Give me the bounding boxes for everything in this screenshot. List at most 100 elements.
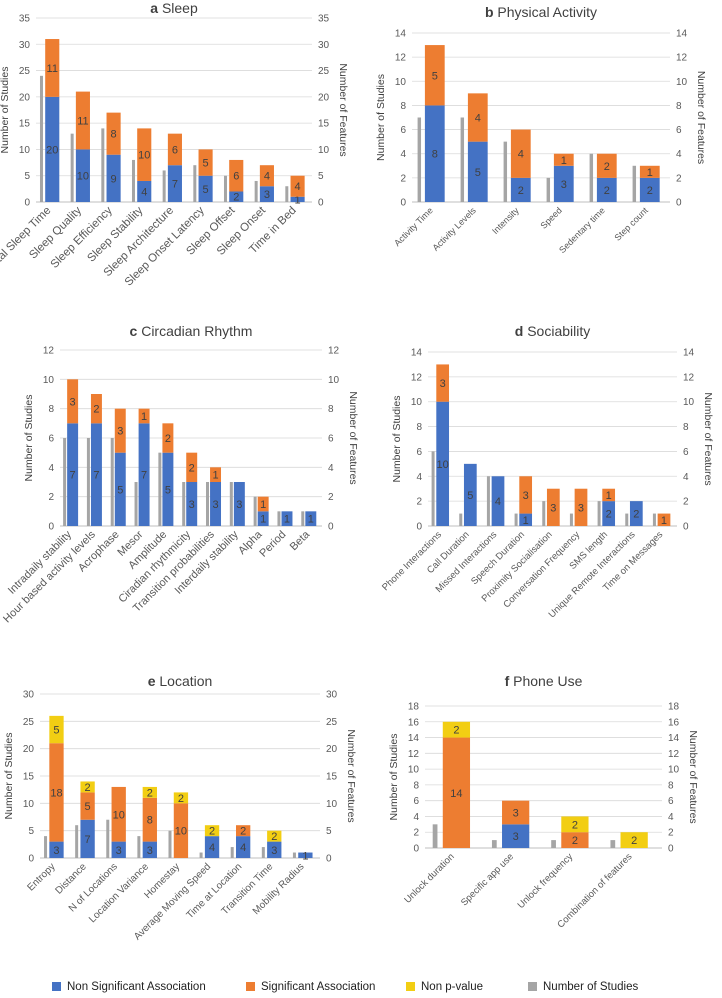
category-label: Specific app use bbox=[459, 851, 516, 908]
legend-item-num-studies: Number of Studies bbox=[528, 981, 638, 995]
data-label: 1 bbox=[212, 470, 218, 482]
y-axis-label-right: Number of Features bbox=[687, 730, 699, 823]
study-count-bar bbox=[514, 513, 518, 526]
study-count-bar bbox=[254, 180, 258, 202]
bar-non-pvalue bbox=[80, 781, 95, 793]
bar-non-significant bbox=[233, 482, 245, 526]
y-axis-label-right: Number of Features bbox=[337, 63, 349, 156]
bar-significant bbox=[442, 737, 471, 848]
bar-non-pvalue bbox=[561, 816, 589, 833]
y-tick-left: 12 bbox=[411, 372, 423, 383]
y-tick-right: 0 bbox=[668, 844, 674, 855]
data-label: 3 bbox=[53, 845, 59, 857]
study-count-bar bbox=[230, 847, 234, 858]
data-label: 6 bbox=[172, 144, 178, 156]
y-tick-right: 20 bbox=[326, 744, 338, 755]
y-tick-left: 15 bbox=[23, 772, 35, 783]
data-label: 3 bbox=[236, 499, 242, 511]
data-label: 3 bbox=[264, 189, 270, 201]
y-tick-left: 12 bbox=[395, 53, 407, 64]
data-label: 9 bbox=[111, 173, 117, 185]
study-count-bar bbox=[503, 141, 508, 202]
data-label: 2 bbox=[178, 793, 184, 805]
study-count-bar bbox=[432, 824, 438, 848]
y-tick-left: 4 bbox=[400, 149, 406, 160]
bar-non-significant bbox=[138, 423, 150, 526]
bar-non-significant bbox=[236, 836, 251, 858]
study-count-bar bbox=[277, 511, 281, 526]
study-count-bar bbox=[459, 513, 463, 526]
y-tick-left: 4 bbox=[413, 812, 419, 823]
y-tick-left: 20 bbox=[19, 92, 31, 103]
data-label: 7 bbox=[93, 470, 99, 482]
data-label: 10 bbox=[77, 171, 89, 183]
y-tick-right: 0 bbox=[683, 522, 689, 533]
y-tick-right: 12 bbox=[683, 372, 695, 383]
y-tick-right: 6 bbox=[683, 447, 689, 458]
data-label: 2 bbox=[147, 787, 153, 799]
study-count-bar bbox=[292, 852, 296, 858]
data-label: 18 bbox=[50, 787, 62, 799]
y-tick-right: 10 bbox=[328, 375, 340, 386]
chart-title: d Sociability bbox=[515, 323, 590, 339]
panel-letter: d bbox=[515, 323, 527, 339]
y-tick-left: 0 bbox=[28, 854, 34, 865]
chart-panel-f: f Phone Use 0 0 2 2 4 4 6 6 8 8 10 10 12 12 14 14 16 16 18 1… bbox=[388, 673, 699, 930]
data-label: 2 bbox=[240, 826, 246, 838]
y-tick-left: 10 bbox=[43, 375, 55, 386]
y-tick-right: 10 bbox=[326, 799, 338, 810]
bar-non-significant bbox=[267, 841, 282, 858]
data-label: 3 bbox=[440, 378, 446, 390]
y-axis-label-left: Number of Studies bbox=[375, 74, 387, 161]
y-tick-right: 8 bbox=[676, 101, 682, 112]
data-label: 5 bbox=[203, 184, 209, 196]
y-tick-right: 2 bbox=[328, 492, 334, 503]
y-tick-left: 30 bbox=[19, 40, 31, 51]
study-count-bar bbox=[193, 165, 197, 202]
y-tick-right: 10 bbox=[318, 145, 330, 156]
y-tick-right: 8 bbox=[668, 780, 674, 791]
y-axis-label-right: Number of Features bbox=[695, 71, 707, 164]
study-count-bar bbox=[610, 840, 616, 848]
data-label: 2 bbox=[93, 404, 99, 416]
y-tick-left: 2 bbox=[48, 492, 54, 503]
bar-significant bbox=[639, 165, 660, 178]
data-label: 2 bbox=[606, 509, 612, 521]
y-tick-right: 6 bbox=[328, 434, 334, 445]
y-axis-label-right: Number of Features bbox=[347, 391, 359, 484]
study-count-bar bbox=[39, 75, 43, 202]
data-label: 8 bbox=[432, 149, 438, 161]
y-axis-label-left: Number of Studies bbox=[388, 734, 400, 821]
data-label: 3 bbox=[513, 808, 519, 820]
bar-significant bbox=[111, 786, 126, 842]
y-tick-left: 10 bbox=[411, 397, 423, 408]
y-axis-label-right: Number of Features bbox=[702, 392, 714, 485]
y-tick-right: 4 bbox=[683, 472, 689, 483]
data-label: 3 bbox=[550, 502, 556, 514]
data-label: 5 bbox=[467, 490, 473, 502]
y-tick-left: 14 bbox=[408, 733, 420, 744]
bar-significant bbox=[75, 91, 90, 150]
data-label: 7 bbox=[70, 470, 76, 482]
panel-title: Sociability bbox=[527, 323, 590, 339]
legend-swatch-num-studies bbox=[528, 982, 537, 991]
y-tick-right: 12 bbox=[668, 749, 680, 760]
bar-significant bbox=[67, 379, 79, 424]
y-tick-left: 2 bbox=[416, 497, 422, 508]
data-label: 11 bbox=[77, 116, 88, 128]
bar-significant bbox=[257, 496, 269, 512]
legend-swatch-non-significant bbox=[52, 982, 61, 991]
bar-significant bbox=[424, 45, 445, 106]
study-count-bar bbox=[486, 476, 490, 526]
chart-title: b Physical Activity bbox=[485, 4, 597, 20]
bar-significant bbox=[167, 133, 182, 166]
data-label: 5 bbox=[85, 801, 91, 813]
data-label: 1 bbox=[561, 155, 567, 167]
legend-label-num-studies: Number of Studies bbox=[543, 981, 639, 993]
study-count-bar bbox=[542, 501, 546, 526]
data-label: 7 bbox=[85, 834, 91, 846]
